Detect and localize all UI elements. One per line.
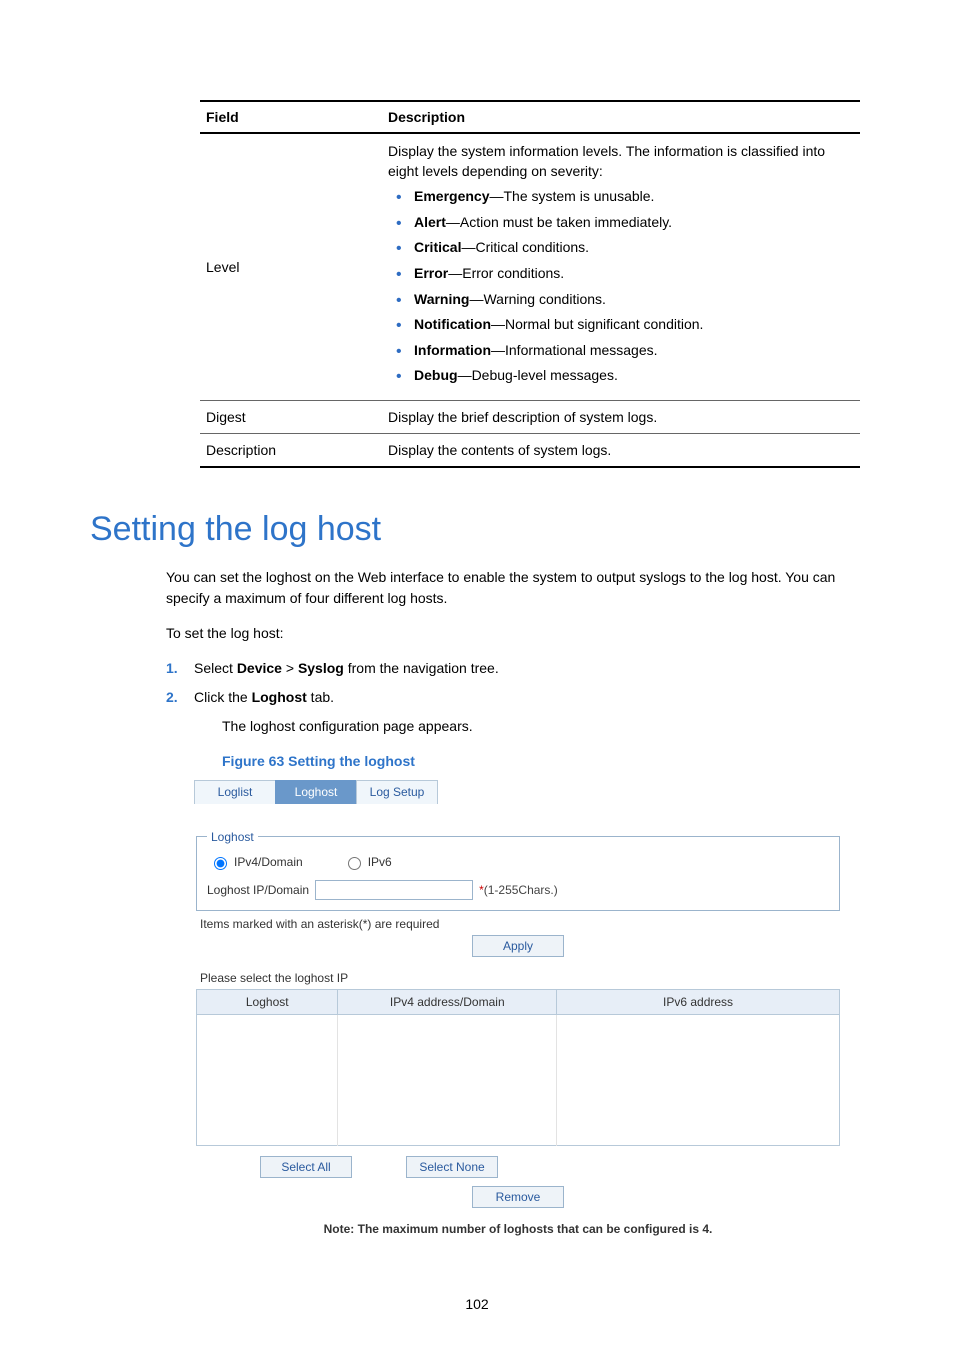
loghost-grid: Loghost IPv4 address/Domain IPv6 address	[196, 989, 840, 1146]
remove-button[interactable]: Remove	[472, 1186, 564, 1208]
list-item: Notification—Normal but significant cond…	[414, 315, 854, 335]
bullet-desc: —Warning conditions.	[469, 291, 605, 307]
bullet-name: Emergency	[414, 188, 489, 204]
field-description-table: Field Description Level Display the syst…	[200, 100, 860, 468]
radio-ipv6[interactable]: IPv6	[343, 854, 392, 870]
select-loghost-prompt: Please select the loghost IP	[200, 971, 840, 985]
cell-desc-description: Display the contents of system logs.	[382, 433, 860, 467]
cell-desc-level: Display the system information levels. T…	[382, 133, 860, 400]
bullet-desc: —The system is unusable.	[489, 188, 654, 204]
grid-col-ipv6: IPv6 address	[557, 989, 840, 1014]
bullet-name: Information	[414, 342, 491, 358]
loghost-ip-label: Loghost IP/Domain	[207, 883, 309, 897]
step-2: 2. Click the Loghost tab. The loghost co…	[166, 687, 864, 772]
radio-ipv4-input[interactable]	[214, 857, 227, 870]
step-bold: Loghost	[252, 689, 307, 705]
tab-loglist[interactable]: Loglist	[194, 780, 276, 804]
bullet-desc: —Critical conditions.	[461, 239, 589, 255]
radio-ipv4-domain[interactable]: IPv4/Domain	[209, 854, 303, 870]
note-label: Note:	[324, 1222, 358, 1236]
bullet-desc: —Action must be taken immediately.	[446, 214, 672, 230]
grid-empty-row	[197, 1014, 840, 1145]
apply-button[interactable]: Apply	[472, 935, 564, 957]
step-text: >	[282, 660, 298, 676]
col-header-field: Field	[200, 101, 382, 133]
intro-paragraph: You can set the loghost on the Web inter…	[166, 567, 864, 609]
select-all-button[interactable]: Select All	[260, 1156, 352, 1178]
select-none-button[interactable]: Select None	[406, 1156, 498, 1178]
step-text: from the navigation tree.	[344, 660, 499, 676]
bullet-name: Critical	[414, 239, 461, 255]
list-item: Critical—Critical conditions.	[414, 238, 854, 258]
list-item: Information—Informational messages.	[414, 341, 854, 361]
cell-field-level: Level	[200, 133, 382, 400]
step-text: Select	[194, 660, 237, 676]
cell-desc-digest: Display the brief description of system …	[382, 400, 860, 433]
table-row: Level Display the system information lev…	[200, 133, 860, 400]
required-note: Items marked with an asterisk(*) are req…	[200, 917, 840, 931]
table-row: Description Display the contents of syst…	[200, 433, 860, 467]
step-text: Click the	[194, 689, 252, 705]
step-1: 1. Select Device > Syslog from the navig…	[166, 658, 864, 679]
figure-caption: Figure 63 Setting the loghost	[222, 751, 864, 772]
grid-col-ipv4: IPv4 address/Domain	[338, 989, 557, 1014]
cell-field-digest: Digest	[200, 400, 382, 433]
step-number: 1.	[166, 658, 178, 679]
bullet-name: Alert	[414, 214, 446, 230]
bullet-desc: —Error conditions.	[448, 265, 564, 281]
radio-ipv4-label: IPv4/Domain	[234, 855, 303, 869]
cell-field-description: Description	[200, 433, 382, 467]
bullet-name: Notification	[414, 316, 491, 332]
loghost-fieldset: Loghost IPv4/Domain IPv6 Loghost IP/Doma…	[196, 830, 840, 911]
tab-logsetup[interactable]: Log Setup	[356, 780, 438, 804]
fieldset-legend: Loghost	[207, 830, 258, 844]
list-item: Debug—Debug-level messages.	[414, 366, 854, 386]
step-text: tab.	[307, 689, 334, 705]
grid-col-loghost: Loghost	[197, 989, 338, 1014]
level-bullets: Emergency—The system is unusable. Alert—…	[388, 187, 854, 386]
hint-text: (1-255Chars.)	[484, 883, 558, 897]
col-header-description: Description	[382, 101, 860, 133]
list-item: Error—Error conditions.	[414, 264, 854, 284]
to-set-line: To set the log host:	[166, 623, 864, 644]
list-item: Warning—Warning conditions.	[414, 290, 854, 310]
steps-list: 1. Select Device > Syslog from the navig…	[166, 658, 864, 772]
page-title: Setting the log host	[90, 510, 864, 549]
step-bold: Device	[237, 660, 282, 676]
bullet-desc: —Debug-level messages.	[458, 367, 618, 383]
list-item: Emergency—The system is unusable.	[414, 187, 854, 207]
bullet-name: Debug	[414, 367, 458, 383]
step-substep: The loghost configuration page appears.	[222, 716, 864, 737]
loghost-ui-screenshot: Loglist Loghost Log Setup Loghost IPv4/D…	[194, 780, 842, 1236]
bullet-name: Error	[414, 265, 448, 281]
step-number: 2.	[166, 687, 178, 708]
loghost-ip-hint: *(1-255Chars.)	[479, 883, 558, 897]
max-loghosts-note: Note: The maximum number of loghosts tha…	[196, 1222, 840, 1236]
step-bold: Syslog	[298, 660, 344, 676]
tabs-row: Loglist Loghost Log Setup	[194, 780, 842, 804]
bullet-desc: —Normal but significant condition.	[491, 316, 703, 332]
list-item: Alert—Action must be taken immediately.	[414, 213, 854, 233]
bullet-name: Warning	[414, 291, 469, 307]
note-text: The maximum number of loghosts that can …	[358, 1222, 713, 1236]
loghost-ip-input[interactable]	[315, 880, 473, 900]
radio-ipv6-input[interactable]	[348, 857, 361, 870]
radio-ipv6-label: IPv6	[368, 855, 392, 869]
page-number: 102	[90, 1296, 864, 1312]
tab-loghost[interactable]: Loghost	[275, 780, 357, 804]
table-row: Digest Display the brief description of …	[200, 400, 860, 433]
level-intro: Display the system information levels. T…	[388, 142, 854, 181]
bullet-desc: —Informational messages.	[491, 342, 658, 358]
